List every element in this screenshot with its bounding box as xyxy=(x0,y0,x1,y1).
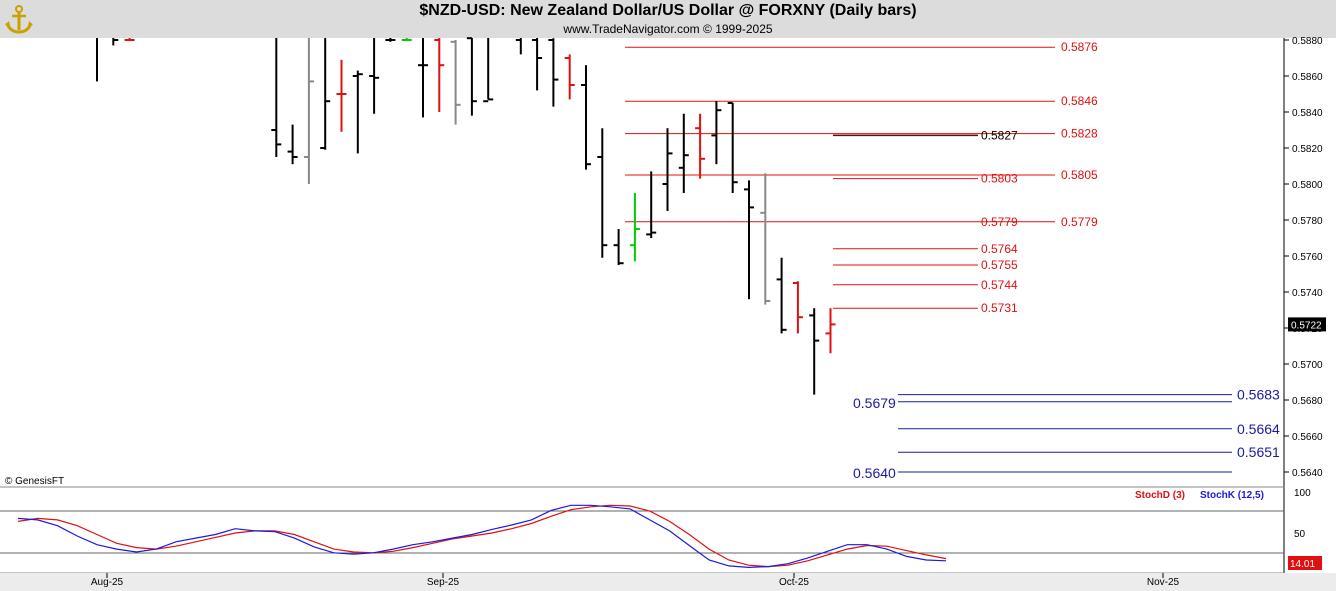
ohlc-bar xyxy=(466,37,477,116)
level-label: 0.5846 xyxy=(1061,94,1098,108)
ohlc-bar xyxy=(613,229,624,265)
price-axis: 0.5880 0.5860 0.5840 0.5820 0.5800 0.5780 0.57… xyxy=(0,36,1336,591)
chart-subtitle: www.TradeNavigator.com © 1999-2025 xyxy=(563,22,773,36)
stoch-series-line xyxy=(17,504,947,569)
ohlc-bar xyxy=(271,38,282,157)
ohlc-bar xyxy=(792,281,803,334)
x-tick-label: Aug-25 xyxy=(91,577,124,588)
ohlc-bar xyxy=(434,38,445,112)
x-tick-label: Sep-25 xyxy=(427,577,460,588)
ohlc-bar xyxy=(564,54,575,100)
ohlc-bar xyxy=(597,128,608,258)
ohlc-bar xyxy=(646,171,657,238)
ohlc-bar xyxy=(287,124,298,165)
genesis-anchor-logo-icon xyxy=(5,5,33,34)
ohlc-bar xyxy=(678,113,689,193)
ohlc-bar xyxy=(629,193,640,262)
ohlc-bar xyxy=(662,128,673,211)
level-label: 0.5779 xyxy=(1061,215,1098,229)
ohlc-bar xyxy=(532,38,543,91)
level-label: 0.5679 xyxy=(853,395,896,411)
price-bars xyxy=(96,37,836,395)
level-label: 0.5876 xyxy=(1061,40,1098,54)
ohlc-bar xyxy=(548,38,559,107)
level-label: 0.5731 xyxy=(981,301,1018,315)
y-tick-label: 0.5880 xyxy=(1292,36,1323,47)
ohlc-bar xyxy=(336,59,347,132)
legend-stoch-d: StochD (3) xyxy=(1135,490,1185,501)
ohlc-bar xyxy=(124,38,135,41)
ohlc-bar xyxy=(401,38,412,41)
ohlc-bar xyxy=(809,308,820,395)
level-label: 0.5664 xyxy=(1237,421,1280,437)
level-label: 0.5764 xyxy=(981,242,1018,256)
y-tick-label: 0.5820 xyxy=(1292,144,1323,155)
level-label: 0.5683 xyxy=(1237,387,1280,403)
level-label: 0.5803 xyxy=(981,172,1018,186)
stoch-tick-label: 50 xyxy=(1294,529,1306,540)
level-label: 0.5779 xyxy=(981,215,1018,229)
level-label: 0.5828 xyxy=(1061,127,1098,141)
ohlc-bar xyxy=(112,38,119,46)
y-tick-label: 0.5640 xyxy=(1292,468,1323,479)
last-price-box xyxy=(1288,317,1326,332)
y-tick-label: 0.5700 xyxy=(1292,360,1323,371)
ohlc-bar xyxy=(369,38,380,114)
level-label: 0.5805 xyxy=(1061,168,1098,182)
x-tick-label: Oct-25 xyxy=(779,577,809,588)
x-tick-label: Nov-25 xyxy=(1147,577,1180,588)
level-label: 0.5651 xyxy=(1237,444,1280,460)
ohlc-bar xyxy=(744,180,754,300)
y-tick-label: 0.5860 xyxy=(1292,72,1323,83)
last-price-label: 0.5722 xyxy=(1291,320,1322,331)
price-levels: 0.5876 0.5846 0.5828 0.5827 0.5805 0.5803 0.57… xyxy=(625,40,1280,481)
y-tick-label: 0.5840 xyxy=(1292,108,1323,119)
stoch-tick-label: 100 xyxy=(1294,488,1311,499)
y-tick-label: 0.5780 xyxy=(1292,216,1323,227)
ohlc-bar xyxy=(515,38,522,55)
ohlc-bar xyxy=(303,38,314,184)
ohlc-bar xyxy=(450,40,461,125)
ohlc-bar xyxy=(320,38,331,150)
level-label: 0.5755 xyxy=(981,258,1018,272)
ohlc-bar xyxy=(825,308,836,354)
chart-header: $NZD-USD: New Zealand Dollar/US Dollar @… xyxy=(0,0,1336,38)
ohlc-bar xyxy=(760,173,771,305)
ohlc-bar xyxy=(581,65,591,170)
copyright-label: © GenesisFT xyxy=(5,476,64,487)
level-label: 0.5827 xyxy=(981,128,1018,142)
ohlc-bar xyxy=(727,102,738,193)
ohlc-bar xyxy=(385,38,396,42)
chart-title: $NZD-USD: New Zealand Dollar/US Dollar @… xyxy=(419,2,917,19)
ohlc-bar xyxy=(418,38,428,118)
ohlc-bar xyxy=(776,257,787,334)
date-axis-band xyxy=(0,573,1336,591)
y-tick-label: 0.5760 xyxy=(1292,252,1323,263)
level-label: 0.5744 xyxy=(981,278,1018,292)
level-label: 0.5640 xyxy=(853,465,896,481)
stochastic-panel: 100 50 14.01 StochD (3) StochK (12,5) xyxy=(0,488,1322,570)
y-tick-label: 0.5660 xyxy=(1292,432,1323,443)
ohlc-bar xyxy=(711,101,722,165)
y-tick-label: 0.5740 xyxy=(1292,288,1323,299)
date-axis: Aug-25 Sep-25 Oct-25 Nov-25 xyxy=(91,573,1180,588)
ohlc-bar xyxy=(695,113,706,179)
stoch-last-label: 14.01 xyxy=(1290,559,1315,570)
ohlc-bar xyxy=(483,38,494,103)
y-tick-label: 0.5680 xyxy=(1292,396,1323,407)
stoch-last-box xyxy=(1288,556,1322,570)
y-tick-label: 0.5800 xyxy=(1292,180,1323,191)
stoch-series-line xyxy=(17,504,947,568)
ohlc-bar xyxy=(352,70,363,154)
legend-stoch-k: StochK (12,5) xyxy=(1200,490,1264,501)
axis-area xyxy=(1285,38,1336,573)
